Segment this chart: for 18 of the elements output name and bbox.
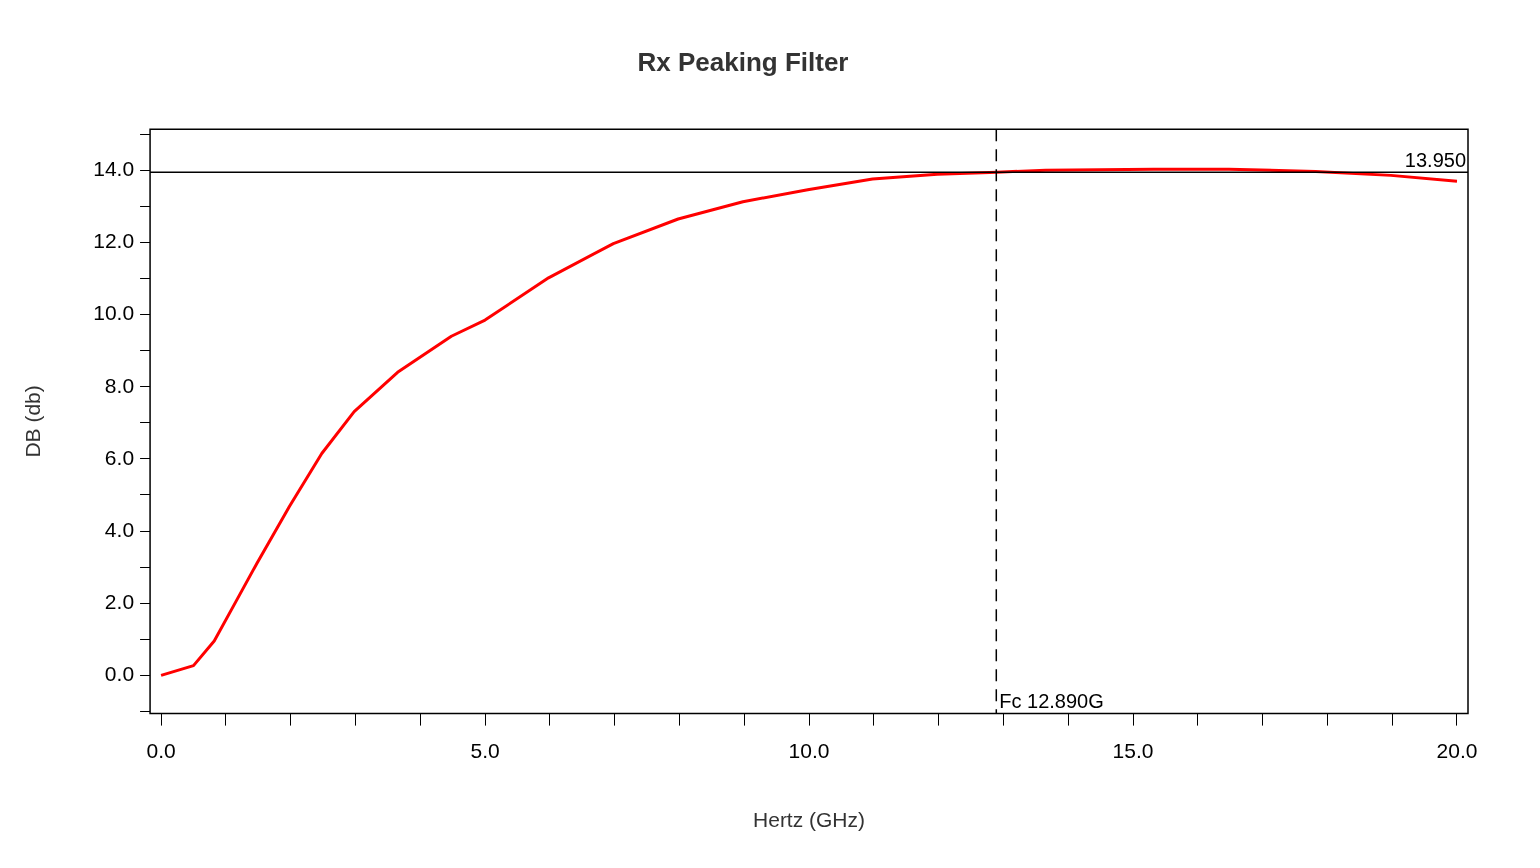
y-axis-title: DB (db) xyxy=(21,385,45,458)
ref-line-label: 13.950 xyxy=(1404,148,1466,171)
x-tick-label: 5.0 xyxy=(470,739,500,762)
y-tick-label: 8.0 xyxy=(104,373,135,397)
x-tick-label: 0.0 xyxy=(146,739,176,762)
x-tick-label: 15.0 xyxy=(1112,739,1154,762)
y-tick-label: 14.0 xyxy=(93,157,135,181)
x-axis-title: Hertz (GHz) xyxy=(753,808,866,832)
y-tick-label: 12.0 xyxy=(93,229,135,253)
y-tick-label: 6.0 xyxy=(104,445,135,469)
x-tick-label: 20.0 xyxy=(1436,739,1478,762)
y-tick-label: 4.0 xyxy=(104,517,135,541)
chart-title: Rx Peaking Filter xyxy=(637,46,849,77)
y-tick-label: 10.0 xyxy=(93,301,135,325)
y-tick-label: 2.0 xyxy=(104,590,135,614)
ref-line-label: Fc 12.890G xyxy=(999,690,1104,713)
y-tick-label: 0.0 xyxy=(104,662,135,686)
x-tick-label: 10.0 xyxy=(788,739,830,762)
